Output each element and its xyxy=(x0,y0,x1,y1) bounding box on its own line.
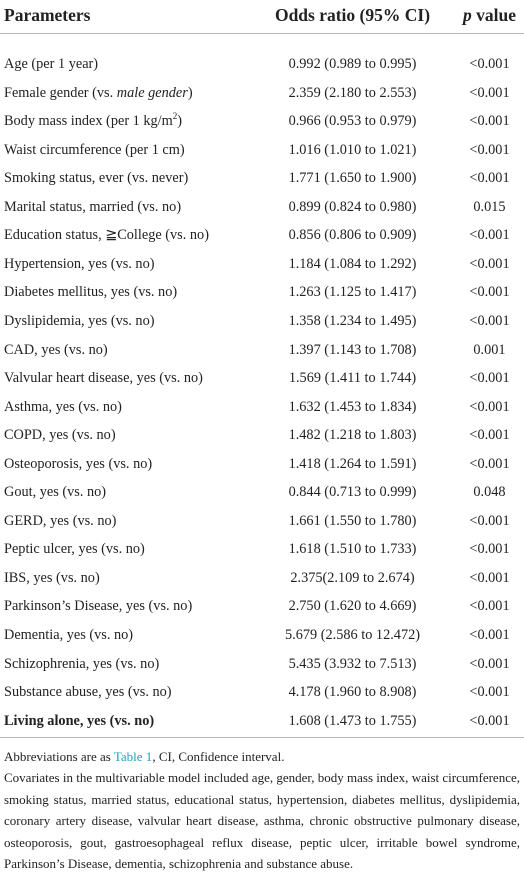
p-value: 0.048 xyxy=(473,484,506,501)
odds-ratio: 2.750 (1.620 to 4.669) xyxy=(288,598,417,615)
header-cell: p value xyxy=(455,3,524,27)
p-value: <0.001 xyxy=(469,284,510,301)
p-value: <0.001 xyxy=(469,56,510,72)
text-part: ) xyxy=(187,84,193,101)
odds-ratio: 4.178 (1.960 to 8.908) xyxy=(288,684,417,701)
odds-ratio: 1.608 (1.473 to 1.755) xyxy=(288,712,417,729)
row-label: Substance abuse, yes (vs. no) xyxy=(4,684,172,701)
row-label: IBS, yes (vs. no) xyxy=(4,569,100,586)
header-rule xyxy=(0,33,524,34)
p-value: <0.001 xyxy=(469,170,510,187)
text-part: , CI, Confidence interval. xyxy=(152,749,285,764)
odds-ratio: 1.397 (1.143 to 1.708) xyxy=(288,341,417,358)
odds-ratio: 2.359 (2.180 to 2.553) xyxy=(288,84,417,101)
p-value: <0.001 xyxy=(469,113,510,130)
p-value: <0.001 xyxy=(469,712,510,729)
odds-ratio: 5.435 (3.932 to 7.513) xyxy=(288,655,417,672)
text-part: Abbreviations are as xyxy=(4,749,114,764)
p-value: <0.001 xyxy=(469,255,510,272)
odds-ratio: 1.184 (1.084 to 1.292) xyxy=(288,255,417,272)
row-label: Peptic ulcer, yes (vs. no) xyxy=(4,541,145,558)
row-label: Living alone, yes (vs. no) xyxy=(4,712,155,729)
p-value: <0.001 xyxy=(469,569,510,586)
odds-ratio: 1.418 (1.264 to 1.591) xyxy=(288,455,417,472)
p-value: <0.001 xyxy=(469,655,510,672)
odds-ratio: 1.016 (1.010 to 1.021) xyxy=(288,141,417,158)
odds-ratio: 1.263 (1.125 to 1.417) xyxy=(288,284,417,301)
text-part: value xyxy=(471,5,516,25)
row-label: Schizophrenia, yes (vs. no) xyxy=(4,655,160,672)
row-label: CAD, yes (vs. no) xyxy=(4,341,108,358)
text-part: Body mass index (per 1 kg/m xyxy=(4,113,173,130)
odds-ratio: 1.632 (1.453 to 1.834) xyxy=(288,398,417,415)
odds-ratio: 0.966 (0.953 to 0.979) xyxy=(288,113,417,130)
row-label: Body mass index (per 1 kg/m2) xyxy=(4,111,182,131)
odds-ratio: 5.679 (2.586 to 12.472) xyxy=(284,627,421,643)
row-label: Asthma, yes (vs. no) xyxy=(4,398,122,415)
odds-ratio: 1.618 (1.510 to 1.733) xyxy=(288,541,417,558)
p-value: <0.001 xyxy=(469,141,510,158)
p-value: <0.001 xyxy=(469,427,510,444)
row-label: COPD, yes (vs. no) xyxy=(4,427,116,444)
row-label: Education status, ≧College (vs. no) xyxy=(4,227,209,244)
row-label: Marital status, married (vs. no) xyxy=(4,198,182,215)
row-label: Diabetes mellitus, yes (vs. no) xyxy=(4,284,178,301)
footnote: Covariates in the multivariable model in… xyxy=(4,770,520,872)
row-label: Age (per 1 year) xyxy=(4,56,99,72)
row-label: Female gender (vs. male gender) xyxy=(4,83,193,103)
text-part: male gender xyxy=(116,84,188,101)
row-label: Valvular heart disease, yes (vs. no) xyxy=(4,370,203,387)
text-part: Female gender (vs. xyxy=(4,84,117,101)
odds-ratio: 1.358 (1.234 to 1.495) xyxy=(288,312,417,329)
header-cell: Parameters xyxy=(4,5,91,25)
row-label: Smoking status, ever (vs. never) xyxy=(4,170,189,187)
odds-ratio: 2.375(2.109 to 2.674) xyxy=(290,569,415,586)
odds-ratio: 1.569 (1.411 to 1.744) xyxy=(288,370,417,387)
text-part: 2 xyxy=(172,111,178,122)
p-value: <0.001 xyxy=(469,398,510,415)
p-value: <0.001 xyxy=(469,370,510,387)
odds-ratio: 1.771 (1.650 to 1.900) xyxy=(288,170,417,187)
p-value: <0.001 xyxy=(469,455,510,472)
row-label: Osteoporosis, yes (vs. no) xyxy=(4,455,153,472)
table-bottom-rule xyxy=(0,737,524,738)
p-value: <0.001 xyxy=(469,512,510,529)
text-part: Table 1 xyxy=(113,749,153,764)
row-label: Parkinson’s Disease, yes (vs. no) xyxy=(4,598,193,615)
text-part: ) xyxy=(177,113,183,130)
p-value: <0.001 xyxy=(469,598,510,615)
odds-ratio: 0.844 (0.713 to 0.999) xyxy=(288,484,417,501)
row-label: Dementia, yes (vs. no) xyxy=(4,627,134,643)
p-value: <0.001 xyxy=(469,684,510,701)
row-label: GERD, yes (vs. no) xyxy=(4,512,117,529)
p-value: <0.001 xyxy=(469,227,510,244)
header-cell: Odds ratio (95% CI) xyxy=(274,5,431,25)
p-value: <0.001 xyxy=(469,84,510,101)
footnote: Abbreviations are as Table 1, CI, Confid… xyxy=(4,746,520,768)
p-value: <0.001 xyxy=(469,541,510,558)
p-value: <0.001 xyxy=(469,627,510,643)
row-label: Gout, yes (vs. no) xyxy=(4,484,107,501)
p-value: 0.001 xyxy=(473,341,506,358)
odds-ratio: 0.992 (0.989 to 0.995) xyxy=(288,56,417,72)
text-part: p xyxy=(463,5,472,25)
row-label: Dyslipidemia, yes (vs. no) xyxy=(4,312,155,329)
odds-ratio: 1.661 (1.550 to 1.780) xyxy=(288,512,417,529)
odds-ratio: 0.856 (0.806 to 0.909) xyxy=(288,227,417,244)
odds-ratio: 0.899 (0.824 to 0.980) xyxy=(288,198,417,215)
p-value: <0.001 xyxy=(469,312,510,329)
odds-ratio: 1.482 (1.218 to 1.803) xyxy=(288,427,417,444)
row-label: Hypertension, yes (vs. no) xyxy=(4,255,155,272)
p-value: 0.015 xyxy=(473,198,506,215)
row-label: Waist circumference (per 1 cm) xyxy=(4,141,185,158)
